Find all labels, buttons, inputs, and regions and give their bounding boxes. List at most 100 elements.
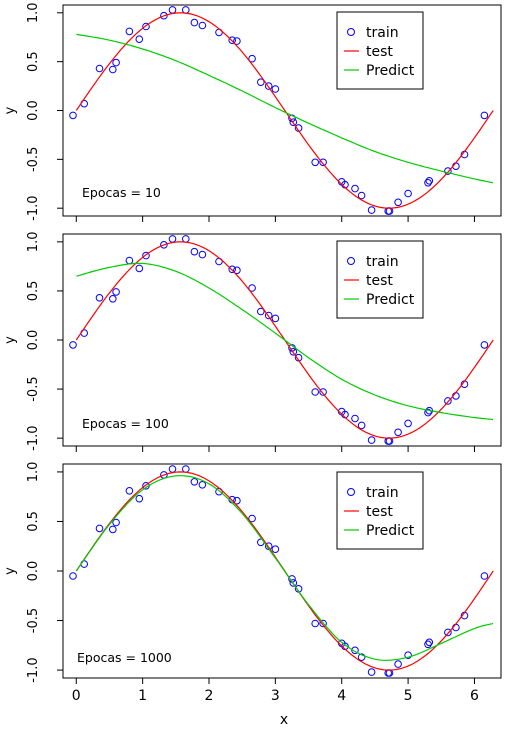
train-point	[233, 496, 241, 505]
train-point	[289, 348, 298, 356]
train-point	[264, 311, 273, 320]
train-point	[480, 572, 489, 580]
legend-train-symbol	[347, 488, 355, 496]
train-point	[394, 428, 402, 437]
train-point	[109, 295, 117, 303]
train-point	[112, 518, 120, 527]
y-axis-label: y	[3, 336, 18, 344]
y-tick-label: -0.5	[26, 608, 41, 633]
train-point	[168, 6, 177, 14]
train-point	[404, 651, 412, 660]
train-point	[233, 37, 241, 45]
train-point	[271, 314, 280, 323]
train-point	[351, 414, 359, 423]
train-point	[311, 619, 320, 628]
train-point	[198, 250, 207, 259]
train-point	[168, 465, 177, 473]
train-point	[69, 341, 77, 349]
y-tick-label: 0.5	[26, 51, 41, 72]
epochs-annotation: Epocas = 1000	[77, 650, 172, 665]
epochs-annotation: Epocas = 100	[82, 416, 169, 431]
train-point	[319, 388, 327, 396]
legend-predict-label: Predict	[366, 292, 415, 308]
y-tick-label: 0.5	[26, 281, 41, 302]
train-point	[311, 158, 320, 167]
train-point	[271, 85, 280, 93]
y-tick-label: -0.5	[26, 376, 41, 401]
panel-3: -1.0 -0.5 0.0 0.5 1.0 y 0 1 2 3 4 5 6 Epocas = 1000 tr…	[3, 462, 502, 704]
train-point	[109, 525, 117, 534]
train-point	[248, 284, 256, 292]
train-point	[198, 481, 207, 489]
train-point	[135, 494, 144, 503]
train-point	[95, 64, 104, 73]
train-point	[264, 82, 273, 90]
train-point	[69, 111, 77, 120]
y-tick-label: 1.0	[26, 232, 41, 253]
train-point	[182, 6, 190, 14]
train-point	[248, 514, 256, 523]
train-point	[190, 18, 199, 27]
train-point	[135, 264, 144, 273]
train-point	[160, 241, 168, 249]
train-point	[357, 421, 366, 430]
train-point	[69, 572, 77, 580]
x-tick-label: 0	[72, 688, 81, 704]
panel-1: -1.0 -0.5 0.0 0.5 1.0 y Epocas = 10 train test Pr…	[3, 2, 502, 222]
train-point	[142, 22, 150, 31]
train-point	[95, 294, 104, 302]
train-point	[425, 638, 434, 647]
x-tick-label: 2	[205, 688, 214, 704]
train-point	[109, 65, 117, 74]
legend-train-label: train	[366, 254, 399, 270]
panel-2: -1.0 -0.5 0.0 0.5 1.0 y Epocas = 100 train test P…	[3, 232, 502, 452]
test-line	[75, 12, 494, 209]
train-point	[257, 78, 265, 86]
x-axis-label: x	[280, 712, 288, 728]
y-tick-label: -1.0	[26, 657, 41, 682]
train-point	[351, 184, 359, 193]
y-tick-label: 0.0	[26, 330, 41, 351]
train-point	[444, 397, 452, 405]
x-tick-label: 1	[138, 688, 147, 704]
predict-line	[76, 33, 494, 184]
train-point	[367, 668, 376, 676]
train-point	[228, 36, 236, 45]
y-tick-label: 0.0	[26, 100, 41, 121]
train-point	[112, 58, 120, 67]
train-point	[190, 478, 199, 486]
legend-train-symbol	[347, 257, 355, 265]
train-point	[228, 265, 236, 274]
train-point	[357, 653, 366, 662]
train-point	[357, 191, 366, 200]
y-tick-label: -1.0	[26, 425, 41, 450]
train-point	[444, 167, 452, 175]
train-point	[351, 646, 359, 655]
train-point	[257, 307, 265, 316]
legend-test-label: test	[366, 273, 393, 289]
legend-predict-label: Predict	[366, 63, 415, 79]
train-point	[198, 21, 207, 30]
legend-test-label: test	[366, 44, 393, 60]
train-point	[480, 111, 489, 120]
train-point	[424, 408, 432, 417]
train-point	[425, 177, 434, 185]
train-point	[271, 545, 280, 554]
train-point	[424, 179, 432, 187]
plot-frame	[62, 233, 502, 447]
y-tick-label: 1.0	[26, 2, 41, 23]
x-tick-label: 5	[404, 688, 413, 704]
train-point	[311, 388, 320, 396]
legend: train test Predict	[336, 11, 424, 90]
train-point	[135, 35, 144, 44]
train-point	[394, 660, 402, 668]
legend-predict-label: Predict	[366, 523, 415, 539]
train-point	[125, 487, 134, 495]
legend-train-label: train	[366, 25, 399, 41]
x-tick-label: 3	[271, 688, 280, 704]
train-point	[95, 524, 104, 533]
predict-line	[75, 475, 494, 661]
train-point	[480, 341, 489, 349]
y-tick-label: -1.0	[26, 195, 41, 220]
